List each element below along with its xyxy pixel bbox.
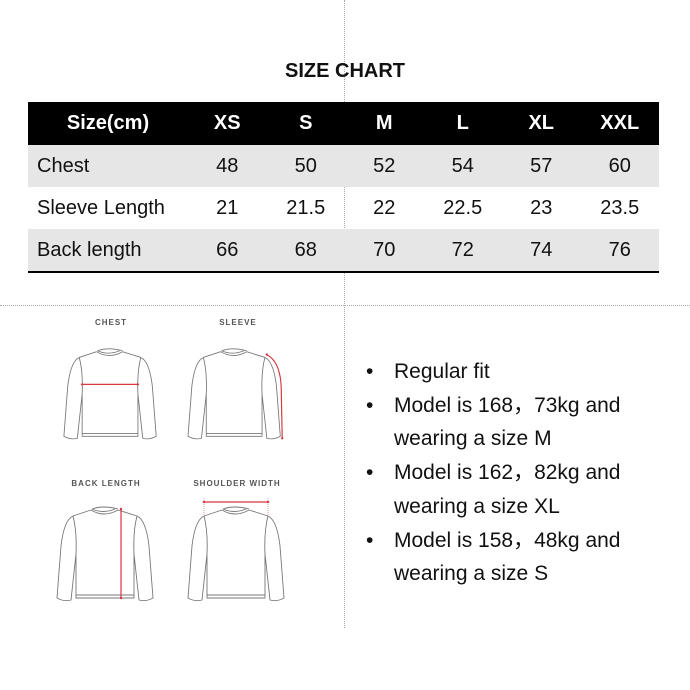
- cell: 21: [216, 196, 239, 219]
- diagram-label: BACK LENGTH: [71, 479, 141, 488]
- table-row-back-length: Back length 66 68 70 72 74 76: [28, 229, 659, 273]
- diagram-chest: CHEST: [56, 318, 166, 444]
- cell: 60: [580, 145, 659, 187]
- cell: 66: [188, 229, 267, 273]
- bullet-icon: •: [366, 528, 374, 552]
- sweater-shoulder-width-icon: [187, 498, 285, 602]
- table-row-sleeve-length: Sleeve Length 21 21.5 22 22.5 23 23.5: [28, 187, 659, 229]
- header-m: M: [345, 102, 424, 145]
- horizontal-divider: [0, 305, 690, 306]
- cell: 74: [502, 229, 581, 273]
- diagram-shoulder-width: SHOULDER WIDTH: [182, 479, 292, 606]
- cell: 50: [266, 145, 345, 187]
- notes-list: • Regular fit • Model is 168，73kg and wear…: [366, 355, 664, 591]
- note-text: Regular fit: [394, 360, 490, 383]
- note-text: Model is 168，73kg and wearing a size M: [394, 393, 621, 451]
- bullet-icon: •: [366, 461, 374, 485]
- note-item: • Model is 168，73kg and wearing a size M: [366, 389, 664, 456]
- cell: 54: [423, 145, 502, 187]
- cell: 23: [530, 196, 553, 219]
- row-label: Chest: [28, 145, 188, 187]
- cell: 52: [345, 145, 424, 187]
- diagram-label: SLEEVE: [219, 318, 257, 327]
- cell: 22.5: [443, 196, 483, 219]
- table-header-row: Size(cm) XS S M L XL XXL: [28, 102, 659, 145]
- row-label: Back length: [28, 229, 188, 273]
- cell: 48: [188, 145, 267, 187]
- cell: 68: [266, 229, 345, 273]
- note-item: • Regular fit: [366, 355, 664, 389]
- bullet-icon: •: [366, 393, 374, 417]
- diagram-back-length: BACK LENGTH: [51, 479, 161, 606]
- diagram-label: CHEST: [94, 318, 128, 327]
- note-item: • Model is 162，82kg and wearing a size XL: [366, 456, 664, 523]
- sweater-chest-icon: [63, 348, 157, 440]
- row-label: Sleeve Length: [37, 196, 165, 219]
- cell: 70: [345, 229, 424, 273]
- cell: 21.5: [286, 196, 326, 219]
- diagram-label: SHOULDER WIDTH: [193, 479, 281, 488]
- page-title: SIZE CHART: [285, 60, 405, 82]
- size-table: Size(cm) XS S M L XL XXL Chest 48 50 52 …: [28, 102, 659, 273]
- vertical-divider: [344, 0, 345, 628]
- cell: 23.5: [600, 196, 640, 219]
- header-xxl: XXL: [580, 102, 659, 145]
- table-row-chest: Chest 48 50 52 54 57 60: [28, 145, 659, 187]
- sweater-back-length-icon: [56, 506, 154, 602]
- header-xs: XS: [188, 102, 267, 145]
- note-text: Model is 158，48kg and wearing a size S: [394, 528, 621, 586]
- header-xl: XL: [502, 102, 581, 145]
- cell: 76: [580, 229, 659, 273]
- header-s: S: [266, 102, 345, 145]
- diagram-sleeve: SLEEVE: [183, 318, 293, 444]
- note-item: • Model is 158，48kg and wearing a size S: [366, 524, 664, 591]
- note-text: Model is 162，82kg and wearing a size XL: [394, 461, 621, 518]
- header-l: L: [423, 102, 502, 145]
- cell: 72: [423, 229, 502, 273]
- header-size: Size(cm): [28, 102, 188, 145]
- cell: 57: [502, 145, 581, 187]
- sweater-sleeve-icon: [187, 348, 284, 440]
- bullet-icon: •: [366, 360, 374, 383]
- cell: 22: [373, 196, 396, 219]
